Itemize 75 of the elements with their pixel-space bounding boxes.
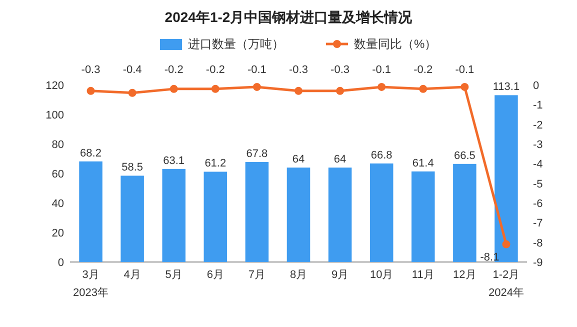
y2-tick-label: -4 [533,158,543,171]
x-tick-label: 6月 [206,269,224,281]
y2-tick-label: 0 [533,80,540,92]
x-tick-label: 4月 [124,269,141,281]
point [460,82,469,91]
bar [370,163,394,262]
point [211,84,220,93]
x-tick-label: 11月 [412,269,434,281]
y-tick-label: 100 [46,110,64,122]
bar [286,168,310,262]
point [86,86,95,95]
data-label: -0.1 [455,64,474,76]
chart-title: 2024年1-2月中国钢材进口量及增长情况 [164,9,414,25]
point [378,82,386,91]
bar [162,168,186,262]
data-label: 61.2 [204,158,226,170]
x-tick-label: 5月 [165,269,182,281]
point [294,86,302,95]
y-tick-label: 0 [58,257,64,269]
data-label: 63.1 [163,154,185,167]
legend-label: 进口数量（万吨） [188,37,284,51]
data-label: 68.2 [80,147,102,160]
bar [328,168,352,262]
data-label: 113.1 [492,81,520,94]
y-tick-label: 120 [46,80,64,92]
point [336,86,344,95]
bar [245,162,269,262]
y2-tick-label: -8 [533,237,543,250]
bar [412,171,435,262]
data-label: -0.3 [289,64,308,76]
data-label: 64 [334,154,346,166]
y2-tick-label: -3 [533,139,543,151]
data-label: -0.4 [122,64,142,76]
point [128,88,136,97]
bar [453,164,476,262]
y2-tick-label: -2 [533,119,543,132]
text: 2024年 [488,287,524,299]
x-tick-label: 8月 [290,269,308,281]
data-label: 64 [292,154,305,166]
point [252,82,261,91]
bar [79,161,102,262]
data-label: 61.4 [412,157,434,170]
bar [120,176,144,262]
y-tick-label: 40 [52,198,64,210]
x-tick-label: 1-2月 [492,269,520,281]
y2-tick-label: -7 [533,218,543,230]
point [502,240,510,248]
x-tick-label: 12月 [453,269,476,281]
data-label: 66.8 [370,149,392,162]
data-label: -0.2 [206,64,225,76]
y-tick-label: 60 [52,168,64,180]
point [419,84,428,93]
y-tick-label: 20 [52,228,64,240]
x-tick-label: 7月 [248,269,266,281]
data-label: -0.3 [81,64,100,76]
bar [204,172,228,262]
y2-tick-label: -5 [533,178,543,190]
text: 2023年 [73,287,109,299]
data-label: -0.3 [330,64,350,76]
data-label: 66.5 [454,150,476,162]
y-tick-label: 80 [52,139,64,151]
y2-tick-label: -6 [533,198,543,210]
data-label: -0.2 [164,64,184,76]
x-tick-label: 10月 [370,269,394,281]
y2-tick-label: -1 [533,100,543,112]
data-label: 67.8 [246,148,268,160]
data-label: -0.2 [414,64,433,76]
legend-label: 数量同比（%） [354,37,437,51]
y2-tick-label: -9 [533,257,543,269]
point [170,84,178,93]
x-tick-label: 3月 [82,269,100,281]
data-label: 58.5 [122,162,144,174]
data-label: -0.1 [247,64,266,76]
data-label: -0.1 [372,64,392,76]
x-tick-label: 9月 [331,269,349,281]
